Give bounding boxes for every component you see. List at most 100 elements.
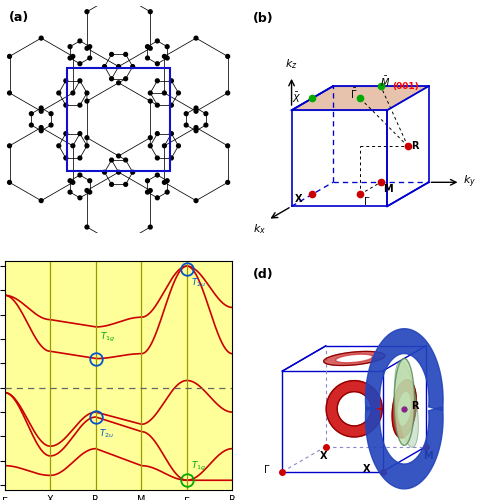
Circle shape	[68, 190, 72, 194]
Circle shape	[204, 112, 208, 116]
Polygon shape	[366, 328, 443, 410]
Circle shape	[110, 77, 114, 80]
Circle shape	[165, 45, 169, 48]
Text: X: X	[320, 450, 327, 460]
Bar	[67, 68, 170, 171]
Circle shape	[148, 136, 152, 140]
Circle shape	[194, 199, 198, 202]
Circle shape	[170, 79, 173, 82]
Circle shape	[88, 179, 92, 182]
Circle shape	[85, 91, 89, 95]
Circle shape	[78, 173, 82, 177]
Circle shape	[64, 79, 68, 82]
Circle shape	[117, 64, 121, 68]
Circle shape	[156, 79, 159, 82]
Circle shape	[8, 144, 12, 148]
Circle shape	[165, 179, 169, 182]
Text: M: M	[424, 450, 433, 460]
Circle shape	[204, 123, 208, 127]
Circle shape	[85, 225, 89, 229]
Text: R: R	[411, 402, 419, 411]
Text: R: R	[411, 142, 418, 152]
Circle shape	[29, 123, 33, 127]
Circle shape	[145, 179, 149, 182]
Circle shape	[85, 136, 89, 140]
Circle shape	[162, 180, 166, 184]
Circle shape	[170, 104, 173, 107]
Circle shape	[165, 190, 169, 194]
Circle shape	[85, 188, 89, 192]
Circle shape	[124, 52, 128, 56]
Circle shape	[145, 190, 149, 194]
Circle shape	[8, 180, 12, 184]
Circle shape	[29, 112, 33, 116]
Circle shape	[78, 104, 82, 107]
Text: (001): (001)	[392, 82, 419, 91]
Circle shape	[124, 77, 128, 80]
Circle shape	[88, 190, 92, 194]
Text: (d): (d)	[253, 268, 273, 281]
Text: $\bar{M}$: $\bar{M}$	[380, 74, 390, 88]
Circle shape	[88, 56, 92, 60]
Circle shape	[102, 170, 106, 174]
Circle shape	[88, 45, 92, 48]
Circle shape	[71, 54, 75, 58]
Circle shape	[226, 180, 229, 184]
Text: (a): (a)	[9, 11, 29, 24]
Text: $\bar{X}$: $\bar{X}$	[292, 91, 301, 105]
Circle shape	[148, 188, 152, 192]
Circle shape	[71, 144, 75, 148]
Circle shape	[64, 132, 68, 136]
Circle shape	[85, 46, 89, 50]
Text: $\bar{\Gamma}$: $\bar{\Gamma}$	[350, 86, 357, 101]
Polygon shape	[324, 352, 385, 366]
Circle shape	[85, 144, 89, 148]
Circle shape	[8, 91, 12, 95]
Circle shape	[194, 106, 198, 110]
Circle shape	[156, 62, 159, 66]
Circle shape	[39, 110, 43, 113]
Circle shape	[57, 144, 61, 148]
Circle shape	[131, 64, 135, 68]
Circle shape	[226, 91, 229, 95]
Text: $k_y$: $k_y$	[463, 174, 476, 190]
Circle shape	[145, 45, 149, 48]
Circle shape	[148, 46, 152, 50]
Circle shape	[117, 170, 121, 174]
Ellipse shape	[395, 361, 418, 448]
Circle shape	[226, 54, 229, 58]
Text: $T_{2u}$: $T_{2u}$	[99, 428, 115, 440]
Text: $T_{1g}$: $T_{1g}$	[100, 330, 116, 344]
Ellipse shape	[394, 358, 414, 446]
Circle shape	[148, 144, 152, 148]
Circle shape	[145, 56, 149, 60]
Text: X: X	[295, 194, 302, 204]
Circle shape	[57, 91, 61, 95]
Circle shape	[177, 144, 180, 148]
Circle shape	[68, 179, 72, 182]
Circle shape	[78, 156, 82, 160]
Circle shape	[49, 123, 53, 127]
Polygon shape	[292, 86, 428, 110]
Circle shape	[148, 99, 152, 103]
Text: $\Gamma$: $\Gamma$	[363, 195, 370, 207]
Circle shape	[39, 126, 43, 130]
Circle shape	[170, 132, 173, 136]
Text: X: X	[363, 464, 370, 474]
Circle shape	[194, 110, 198, 113]
Circle shape	[124, 158, 128, 162]
Circle shape	[124, 182, 128, 186]
Circle shape	[148, 225, 152, 229]
Circle shape	[162, 54, 166, 58]
Circle shape	[194, 126, 198, 130]
Circle shape	[71, 91, 75, 95]
Circle shape	[148, 91, 152, 95]
Circle shape	[194, 36, 198, 40]
Circle shape	[156, 156, 159, 160]
Circle shape	[156, 104, 159, 107]
Circle shape	[85, 10, 89, 14]
Circle shape	[110, 158, 114, 162]
Circle shape	[162, 91, 166, 95]
Circle shape	[156, 196, 159, 200]
Polygon shape	[326, 380, 382, 437]
